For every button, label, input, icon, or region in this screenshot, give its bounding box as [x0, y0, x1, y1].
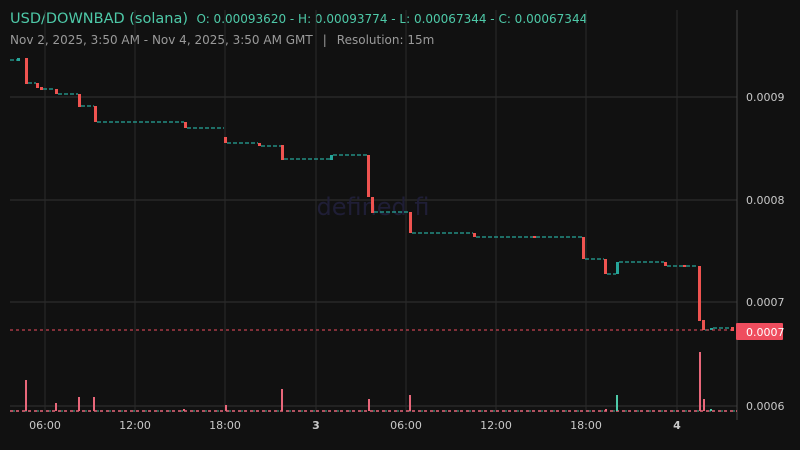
ohlc-values: O: 0.00093620 - H: 0.00093774 - L: 0.000… — [196, 12, 588, 26]
resolution-label: Resolution: 15m — [336, 33, 435, 47]
y-tick-label: 0.0009 — [746, 91, 785, 104]
candle[interactable] — [78, 94, 81, 107]
current-price-tag — [736, 323, 783, 340]
volume-bar — [225, 405, 227, 411]
volume-bar — [616, 395, 618, 411]
candle[interactable] — [473, 233, 476, 237]
candle[interactable] — [710, 328, 713, 330]
y-tick-label: 0.0006 — [746, 400, 785, 413]
x-tick-label: 18:00 — [209, 419, 241, 432]
chart-header: USD/DOWNBAD (solana) O: 0.00093620 - H: … — [10, 9, 587, 49]
candle[interactable] — [582, 237, 585, 259]
candle[interactable] — [281, 145, 284, 160]
candle[interactable] — [731, 327, 734, 331]
volume-bar — [55, 403, 57, 411]
candle[interactable] — [224, 137, 227, 143]
x-tick-label: 4 — [673, 419, 681, 432]
volume-bar — [409, 395, 411, 411]
candle[interactable] — [698, 266, 701, 321]
candle[interactable] — [683, 265, 686, 267]
current-price-label: 0.0007 — [746, 326, 785, 339]
candle[interactable] — [17, 58, 20, 61]
volume-bar — [605, 409, 607, 411]
y-tick-label: 0.0007 — [746, 296, 785, 309]
x-tick-label: 06:00 — [390, 419, 422, 432]
candle[interactable] — [367, 155, 370, 197]
volume-bar — [25, 380, 27, 411]
candle[interactable] — [664, 262, 667, 266]
candle[interactable] — [25, 58, 28, 84]
pair-title: USD/DOWNBAD (solana) — [10, 11, 189, 27]
date-range: Nov 2, 2025, 3:50 AM - Nov 4, 2025, 3:50… — [10, 33, 313, 47]
volume-bar — [703, 399, 705, 411]
candle[interactable] — [55, 89, 58, 94]
volume-bar — [183, 409, 185, 411]
subtitle-row: Nov 2, 2025, 3:50 AM - Nov 4, 2025, 3:50… — [10, 31, 587, 49]
title-row: USD/DOWNBAD (solana) O: 0.00093620 - H: … — [10, 9, 587, 29]
candle[interactable] — [533, 236, 536, 238]
candle[interactable] — [330, 155, 333, 160]
volume-bar — [710, 409, 712, 411]
x-tick-label: 12:00 — [480, 419, 512, 432]
x-tick-label: 12:00 — [119, 419, 151, 432]
candle[interactable] — [371, 197, 374, 213]
candle[interactable] — [40, 87, 43, 90]
x-tick-label: 06:00 — [29, 419, 61, 432]
volume-bar — [78, 397, 80, 411]
candle[interactable] — [258, 143, 261, 146]
candle[interactable] — [616, 262, 619, 274]
x-tick-label: 18:00 — [570, 419, 602, 432]
volume-bar — [699, 352, 701, 411]
x-tick-label: 3 — [312, 419, 320, 432]
candle[interactable] — [702, 320, 705, 330]
candle[interactable] — [36, 83, 39, 88]
candle[interactable] — [604, 259, 607, 274]
candle[interactable] — [94, 106, 97, 122]
volume-bar — [93, 397, 95, 411]
candle[interactable] — [184, 122, 187, 128]
y-tick-label: 0.0008 — [746, 194, 785, 207]
candle[interactable] — [409, 212, 412, 233]
volume-bar — [281, 389, 283, 411]
volume-bar — [368, 399, 370, 411]
separator: | — [322, 33, 327, 47]
